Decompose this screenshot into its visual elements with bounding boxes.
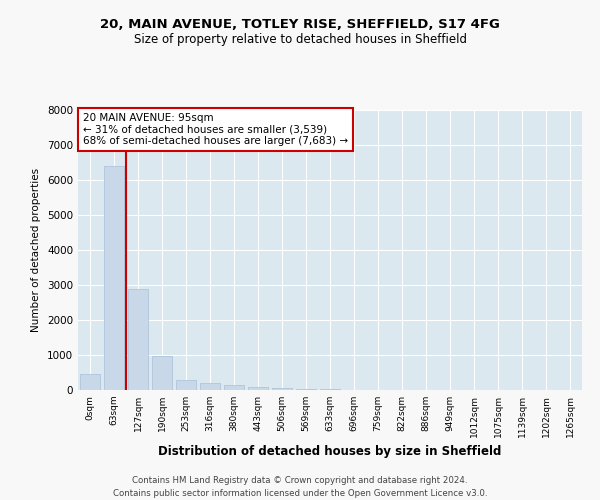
Text: Size of property relative to detached houses in Sheffield: Size of property relative to detached ho… [133,32,467,46]
Text: 20, MAIN AVENUE, TOTLEY RISE, SHEFFIELD, S17 4FG: 20, MAIN AVENUE, TOTLEY RISE, SHEFFIELD,… [100,18,500,30]
Bar [248,387,268,390]
Bar [80,374,100,390]
Y-axis label: Number of detached properties: Number of detached properties [31,168,41,332]
X-axis label: Distribution of detached houses by size in Sheffield: Distribution of detached houses by size … [158,446,502,458]
Bar [152,356,172,390]
Bar [176,380,196,390]
Bar [272,388,292,390]
Text: 20 MAIN AVENUE: 95sqm
← 31% of detached houses are smaller (3,539)
68% of semi-d: 20 MAIN AVENUE: 95sqm ← 31% of detached … [83,113,348,146]
Text: Contains HM Land Registry data © Crown copyright and database right 2024.
Contai: Contains HM Land Registry data © Crown c… [113,476,487,498]
Bar [224,386,244,390]
Bar [200,384,220,390]
Bar [128,288,148,390]
Bar [104,166,124,390]
Bar [296,389,316,390]
